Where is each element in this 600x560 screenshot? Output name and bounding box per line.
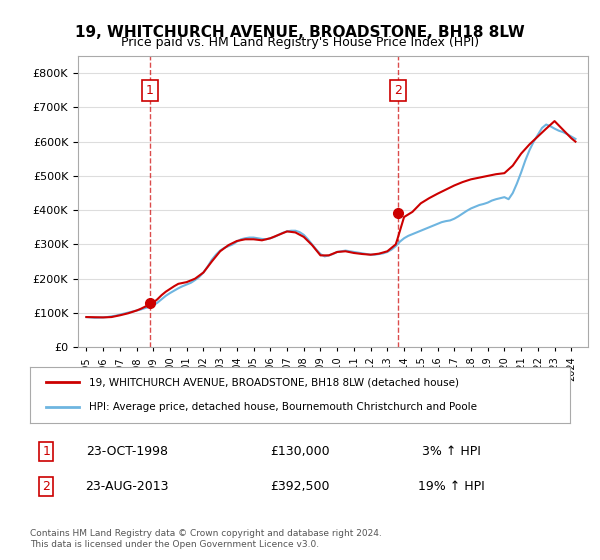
Text: 1: 1 xyxy=(42,445,50,458)
Text: Contains HM Land Registry data © Crown copyright and database right 2024.
This d: Contains HM Land Registry data © Crown c… xyxy=(30,529,382,549)
Text: 23-AUG-2013: 23-AUG-2013 xyxy=(85,480,169,493)
Text: £392,500: £392,500 xyxy=(270,480,330,493)
Text: HPI: Average price, detached house, Bournemouth Christchurch and Poole: HPI: Average price, detached house, Bour… xyxy=(89,402,478,412)
Text: 19, WHITCHURCH AVENUE, BROADSTONE, BH18 8LW (detached house): 19, WHITCHURCH AVENUE, BROADSTONE, BH18 … xyxy=(89,377,460,388)
Text: 2: 2 xyxy=(42,480,50,493)
Text: 2: 2 xyxy=(394,84,402,97)
Text: 3% ↑ HPI: 3% ↑ HPI xyxy=(422,445,481,458)
Text: 1: 1 xyxy=(146,84,154,97)
Text: 19% ↑ HPI: 19% ↑ HPI xyxy=(418,480,485,493)
Text: 23-OCT-1998: 23-OCT-1998 xyxy=(86,445,168,458)
Text: 19, WHITCHURCH AVENUE, BROADSTONE, BH18 8LW: 19, WHITCHURCH AVENUE, BROADSTONE, BH18 … xyxy=(75,25,525,40)
Text: £130,000: £130,000 xyxy=(270,445,330,458)
Text: Price paid vs. HM Land Registry's House Price Index (HPI): Price paid vs. HM Land Registry's House … xyxy=(121,36,479,49)
